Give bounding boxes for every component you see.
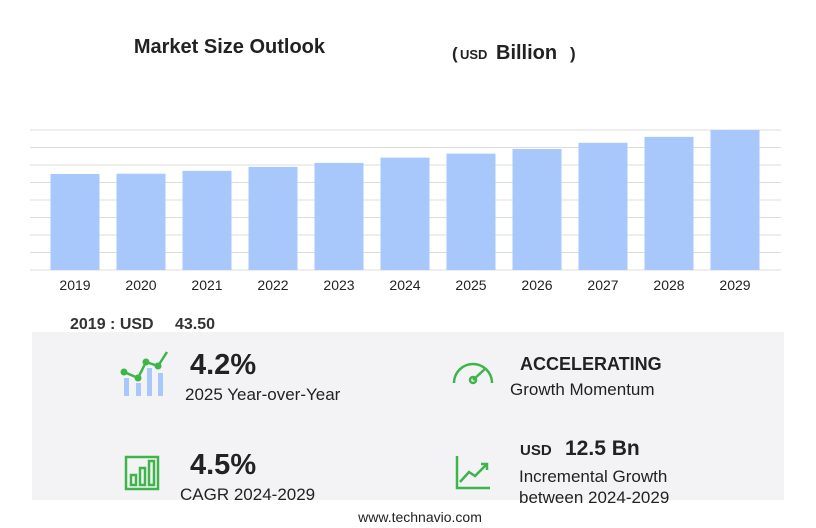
bar <box>512 148 562 270</box>
bar <box>50 173 100 270</box>
unit-close: ) <box>570 44 576 63</box>
x-tick-label: 2029 <box>719 277 750 293</box>
stat-label: Incremental Growth <box>519 467 667 486</box>
bar <box>182 170 232 270</box>
unit-currency: USD <box>460 47 487 62</box>
x-tick-label: 2022 <box>257 277 288 293</box>
stat-label: CAGR 2024-2029 <box>180 485 315 504</box>
stat-value: 4.5% <box>190 449 256 481</box>
x-tick-label: 2026 <box>521 277 552 293</box>
x-tick-label: 2027 <box>587 277 618 293</box>
x-tick-label: 2023 <box>323 277 354 293</box>
stat-unit: USD <box>520 442 552 459</box>
bar <box>116 173 166 270</box>
stat-label: 2025 Year-over-Year <box>185 385 341 404</box>
icon-trend <box>455 456 490 490</box>
x-tick-label: 2024 <box>389 277 420 293</box>
unit-open: ( <box>452 44 458 63</box>
unit-name: Billion <box>496 42 557 64</box>
highlight-label: 2019 : USD <box>70 316 154 333</box>
highlight-value: 43.50 <box>175 316 215 333</box>
icon-growth <box>120 351 169 396</box>
bar <box>314 162 364 270</box>
chart-title: Market Size Outlook <box>134 36 326 58</box>
x-tick-label: 2020 <box>125 277 156 293</box>
stat-label: between 2024-2029 <box>519 488 669 507</box>
x-tick-label: 2025 <box>455 277 486 293</box>
bar <box>248 166 298 270</box>
footer: www.technavio.com <box>357 509 482 525</box>
x-tick-label: 2028 <box>653 277 684 293</box>
bar <box>380 157 430 270</box>
stat-label: Growth Momentum <box>510 380 655 399</box>
bar <box>644 136 694 270</box>
stat-value: ACCELERATING <box>520 354 662 374</box>
stat-value: 12.5 Bn <box>565 437 640 460</box>
bar <box>578 142 628 270</box>
x-tick-label: 2019 <box>59 277 90 293</box>
icon-bars <box>124 455 160 491</box>
x-tick-label: 2021 <box>191 277 222 293</box>
bar <box>446 153 496 270</box>
stat-value: 4.2% <box>190 349 256 381</box>
bar <box>710 130 760 270</box>
icon-gauge <box>452 362 494 385</box>
